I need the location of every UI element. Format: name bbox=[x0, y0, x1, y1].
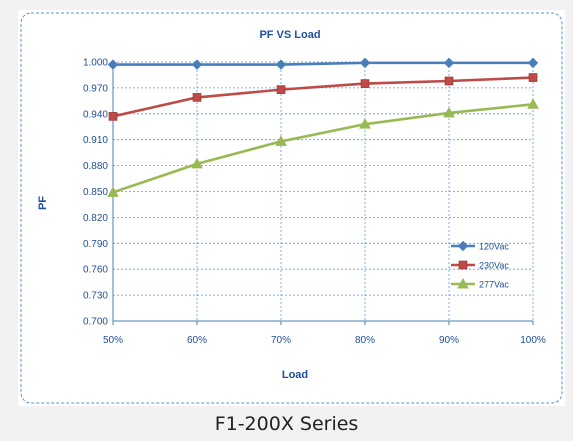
y-tick-label: 0.730 bbox=[83, 291, 108, 302]
data-point-230vac bbox=[528, 73, 538, 82]
legend-marker bbox=[458, 260, 468, 270]
data-point-230vac bbox=[276, 85, 286, 94]
x-tick-label: 70% bbox=[271, 335, 291, 346]
data-point-277vac bbox=[443, 106, 455, 118]
legend-marker bbox=[457, 240, 469, 252]
legend: 120Vac 230Vac 277Vac bbox=[451, 240, 509, 290]
data-point-277vac bbox=[107, 186, 119, 197]
series-120vac bbox=[107, 57, 539, 70]
data-point-120vac bbox=[275, 59, 287, 70]
data-point-277vac bbox=[275, 135, 287, 146]
chart-border bbox=[20, 12, 563, 404]
data-point-120vac bbox=[107, 59, 119, 70]
data-point-120vac bbox=[443, 57, 455, 69]
data-point-277vac bbox=[527, 98, 539, 109]
y-tick-label: 0.940 bbox=[83, 109, 108, 120]
series-230vac bbox=[108, 73, 538, 121]
x-tick-label: 60% bbox=[187, 335, 207, 346]
y-tick-label: 0.880 bbox=[83, 161, 108, 172]
y-tick-label: 0.970 bbox=[83, 83, 108, 94]
x-tick-label: 100% bbox=[520, 335, 546, 346]
y-tick-label: 0.700 bbox=[83, 317, 108, 328]
legend-marker bbox=[457, 277, 469, 289]
series-277vac bbox=[107, 98, 539, 197]
legend-item-120vac: 120Vac bbox=[451, 240, 509, 252]
y-tick-label: 0.820 bbox=[83, 213, 108, 224]
y-tick-label: 0.760 bbox=[83, 265, 108, 276]
data-point-230vac bbox=[444, 76, 454, 86]
figure-caption: F1-200X Series bbox=[214, 413, 359, 435]
data-point-277vac bbox=[359, 118, 371, 129]
legend-label: 277Vac bbox=[479, 280, 509, 290]
chart-title: PF VS Load bbox=[259, 29, 320, 41]
data-point-120vac bbox=[359, 57, 371, 69]
legend-label: 120Vac bbox=[479, 242, 509, 252]
legend-label: 230Vac bbox=[479, 261, 509, 271]
x-tick-label: 80% bbox=[355, 335, 375, 346]
legend-item-277vac: 277Vac bbox=[451, 277, 509, 290]
data-point-277vac bbox=[191, 157, 203, 169]
series-line-230vac bbox=[112, 76, 534, 118]
data-point-230vac bbox=[192, 93, 202, 102]
y-tick-label: 0.910 bbox=[83, 135, 108, 146]
y-tick-label: 0.850 bbox=[83, 187, 108, 198]
series-line-277vac bbox=[112, 103, 534, 194]
x-axis-title: Load bbox=[282, 369, 308, 381]
x-tick-label: 90% bbox=[439, 335, 459, 346]
chart-frame: PF VS Load 1.000 0.970 0.940 0.910 0.880 0.85… bbox=[18, 10, 565, 406]
y-axis-title: PF bbox=[37, 196, 49, 210]
series-line-120vac bbox=[113, 61, 533, 66]
axes: 1.000 0.970 0.940 0.910 0.880 0.850 0.820 0.790… bbox=[83, 58, 546, 347]
pf-vs-load-chart: PF VS Load 1.000 0.970 0.940 0.910 0.880 0.85… bbox=[20, 12, 563, 404]
data-point-120vac bbox=[191, 59, 203, 70]
data-point-230vac bbox=[360, 79, 370, 88]
data-point-230vac bbox=[108, 112, 118, 121]
series-group bbox=[107, 57, 539, 197]
legend-item-230vac: 230Vac bbox=[451, 261, 509, 271]
data-point-120vac bbox=[527, 57, 539, 69]
y-tick-label: 1.000 bbox=[83, 58, 108, 69]
x-tick-label: 50% bbox=[103, 335, 123, 346]
y-tick-label: 0.790 bbox=[83, 239, 108, 250]
